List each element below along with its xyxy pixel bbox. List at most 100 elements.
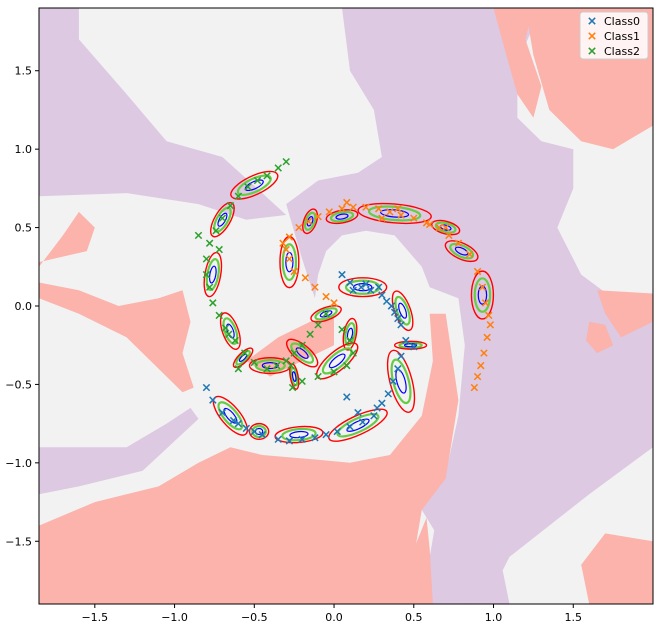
ellipse-mid <box>398 341 423 350</box>
data-point-class2 <box>253 176 262 185</box>
ellipse-inner <box>208 265 217 284</box>
data-point-class2 <box>212 226 220 235</box>
ellipse-outer <box>230 170 279 200</box>
data-point-class2 <box>282 157 290 166</box>
data-point-class1 <box>477 361 485 370</box>
x-tick-label: 1.5 <box>565 611 583 624</box>
data-point-class0 <box>322 430 330 439</box>
data-point-class0 <box>234 419 243 428</box>
data-point-class1 <box>485 311 493 320</box>
data-point-class2 <box>234 365 243 373</box>
data-point-class0 <box>373 404 381 412</box>
ellipse-outer <box>470 270 495 320</box>
x-tick-label: −0.5 <box>241 611 268 624</box>
ellipse-inner <box>454 246 469 256</box>
data-point-class1 <box>338 205 346 213</box>
gaussian-ellipse <box>230 170 279 200</box>
data-point-class1 <box>483 333 491 342</box>
y-tick-label: 0.5 <box>15 222 33 235</box>
decision-region-class1 <box>39 8 287 220</box>
series-class0 <box>202 270 418 445</box>
legend-marker-class0 <box>588 17 596 25</box>
data-point-class1 <box>285 255 294 263</box>
ellipse-inner <box>346 418 370 432</box>
data-point-class1 <box>325 208 333 216</box>
data-point-class1 <box>481 299 490 307</box>
data-point-class1 <box>314 212 322 221</box>
data-point-class1 <box>454 239 463 247</box>
data-point-class1 <box>397 211 405 219</box>
ellipse-outer <box>444 240 479 263</box>
ellipse-inner <box>261 362 279 370</box>
gaussian-ellipses <box>203 170 495 444</box>
ellipse-outer <box>328 408 388 442</box>
data-point-class0 <box>349 286 357 295</box>
data-point-class1 <box>470 383 479 392</box>
data-point-class2 <box>338 325 346 334</box>
data-point-class1 <box>330 299 338 307</box>
data-point-class2 <box>298 377 306 386</box>
ellipse-mid <box>390 358 412 405</box>
data-point-class0 <box>346 423 354 431</box>
ellipse-inner <box>335 213 349 220</box>
data-point-class0 <box>402 336 410 345</box>
data-point-class0 <box>370 412 378 420</box>
data-point-class1 <box>301 274 310 282</box>
data-point-class2 <box>194 231 203 240</box>
data-point-class1 <box>349 203 357 211</box>
data-point-class1 <box>304 217 313 226</box>
gaussian-ellipse <box>328 408 388 442</box>
data-point-class1 <box>322 292 330 301</box>
ellipse-outer <box>232 347 254 369</box>
legend-label-class2: Class2 <box>604 45 640 58</box>
gaussian-ellipse <box>285 338 319 368</box>
ellipse-mid <box>235 349 251 366</box>
y-tick-label: −1.5 <box>5 535 32 548</box>
data-point-class2 <box>272 361 281 370</box>
y-tick-label: 0.0 <box>15 300 33 313</box>
data-point-class2 <box>314 372 322 381</box>
data-point-class2 <box>263 365 271 373</box>
x-tick-label: −1.0 <box>161 611 188 624</box>
ellipse-mid <box>344 322 356 347</box>
ellipse-mid <box>281 243 298 282</box>
data-point-class2 <box>225 330 233 338</box>
data-point-class0 <box>397 352 405 360</box>
legend-label-class1: Class1 <box>604 30 640 43</box>
scatter-points <box>194 157 495 445</box>
data-point-class0 <box>394 314 402 323</box>
data-point-class2 <box>231 336 239 345</box>
data-point-class2 <box>290 349 298 357</box>
data-point-class1 <box>473 372 482 381</box>
data-point-class1 <box>465 250 474 258</box>
ellipse-outer <box>342 317 358 351</box>
data-point-class1 <box>486 321 495 329</box>
plot-area <box>39 8 653 604</box>
data-point-class2 <box>209 299 217 307</box>
data-point-class2 <box>218 214 227 222</box>
legend: Class0 Class1 Class2 <box>579 11 649 60</box>
data-point-class0 <box>378 291 386 299</box>
x-tick-label: 0.0 <box>325 611 343 624</box>
data-point-class0 <box>285 437 294 445</box>
data-point-class2 <box>250 358 259 367</box>
data-point-class0 <box>384 390 392 398</box>
data-point-class1 <box>290 267 298 276</box>
decision-region-class2 <box>493 8 542 118</box>
data-point-class2 <box>306 330 314 338</box>
data-point-class2 <box>330 368 338 376</box>
data-point-class2 <box>205 283 214 291</box>
ellipse-mid <box>222 317 239 345</box>
data-point-class0 <box>397 321 405 329</box>
ellipse-outer <box>310 305 342 323</box>
data-point-class0 <box>387 302 396 310</box>
data-point-class0 <box>359 418 367 426</box>
data-point-class2 <box>322 310 330 318</box>
data-point-class1 <box>311 283 319 291</box>
decision-region-class2 <box>39 313 459 604</box>
data-point-class0 <box>366 286 375 295</box>
data-point-class0 <box>390 308 399 317</box>
data-point-class2 <box>343 361 351 370</box>
data-point-class0 <box>218 408 227 417</box>
legend-marker-class2 <box>588 47 596 55</box>
